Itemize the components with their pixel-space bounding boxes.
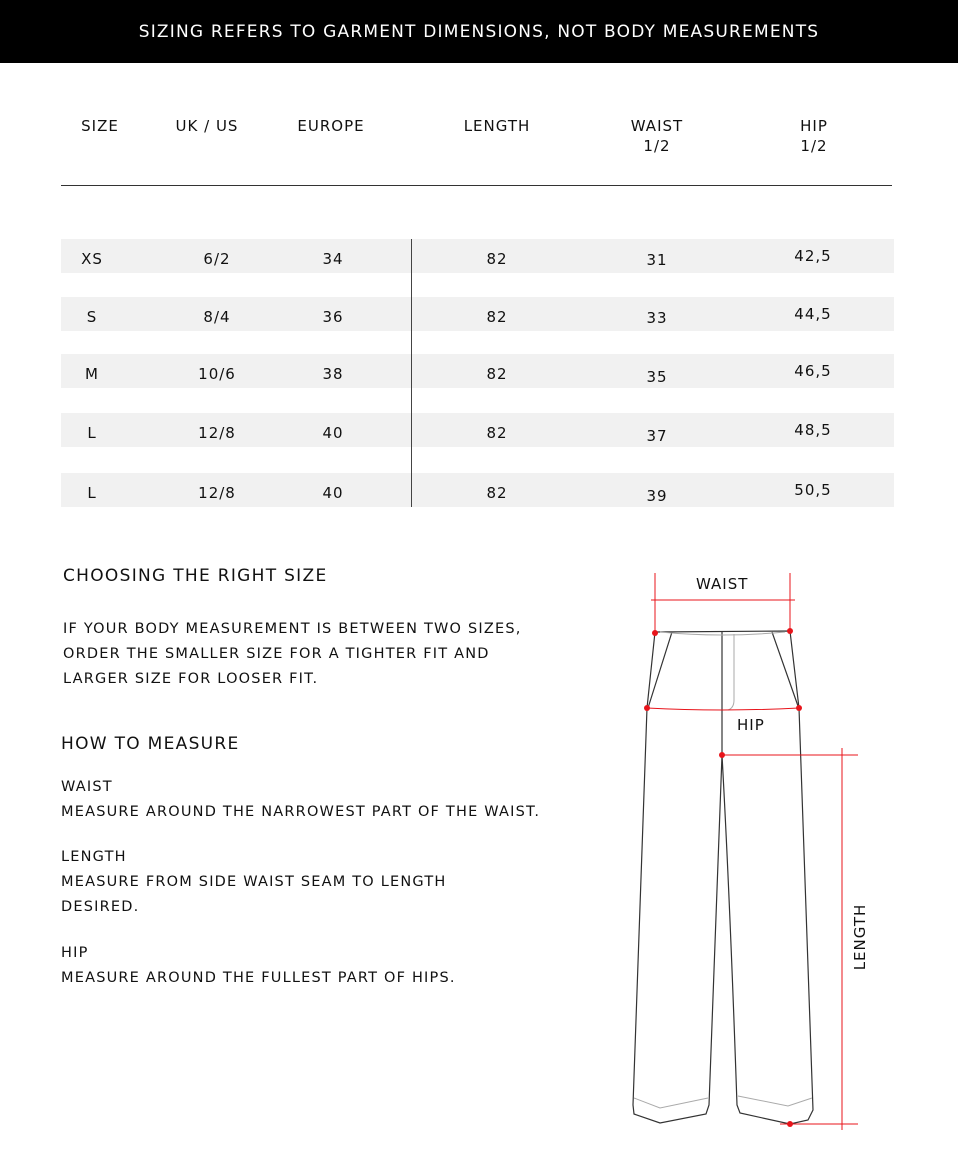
measure-points bbox=[644, 628, 802, 1127]
waist-text: MEASURE AROUND THE NARROWEST PART OF THE… bbox=[61, 804, 541, 820]
hip-instruction: HIP MEASURE AROUND THE FULLEST PART OF H… bbox=[61, 941, 456, 991]
table-cell: 12/8 bbox=[198, 424, 236, 442]
column-divider bbox=[411, 239, 412, 507]
table-cell: 37 bbox=[646, 427, 668, 445]
choosing-line: IF YOUR BODY MEASUREMENT IS BETWEEN TWO … bbox=[63, 621, 522, 637]
measure-lines bbox=[646, 573, 858, 1130]
column-header: EUROPE bbox=[297, 117, 365, 135]
table-cell: 82 bbox=[486, 484, 508, 502]
table-cell: 50,5 bbox=[794, 481, 832, 499]
banner: SIZING REFERS TO GARMENT DIMENSIONS, NOT… bbox=[0, 0, 958, 63]
table-cell: XS bbox=[81, 250, 103, 268]
table-cell: 6/2 bbox=[203, 250, 231, 268]
table-row bbox=[61, 354, 894, 388]
table-row bbox=[61, 473, 894, 507]
table-row bbox=[61, 297, 894, 331]
column-header: HIP 1/2 bbox=[800, 117, 828, 155]
table-cell: 40 bbox=[322, 424, 344, 442]
table-cell: 36 bbox=[322, 308, 344, 326]
column-header: UK / US bbox=[175, 117, 239, 135]
table-cell: 82 bbox=[486, 250, 508, 268]
choosing-line: ORDER THE SMALLER SIZE FOR A TIGHTER FIT… bbox=[63, 646, 490, 662]
pants-outline bbox=[632, 630, 814, 1125]
table-cell: 82 bbox=[486, 424, 508, 442]
how-title: HOW TO MEASURE bbox=[61, 734, 240, 754]
table-cell: 34 bbox=[322, 250, 344, 268]
hip-label: HIP bbox=[61, 945, 89, 961]
table-cell: 44,5 bbox=[794, 305, 832, 323]
table-cell: 31 bbox=[646, 251, 668, 269]
table-cell: S bbox=[86, 308, 98, 326]
choosing-text: IF YOUR BODY MEASUREMENT IS BETWEEN TWO … bbox=[63, 617, 522, 692]
table-cell: 8/4 bbox=[203, 308, 231, 326]
column-header: LENGTH bbox=[463, 117, 531, 135]
table-cell: 48,5 bbox=[794, 421, 832, 439]
choosing-title: CHOOSING THE RIGHT SIZE bbox=[63, 566, 328, 586]
table-row bbox=[61, 239, 894, 273]
table-cell: L bbox=[87, 484, 97, 502]
table-cell: L bbox=[87, 424, 97, 442]
waist-diagram-label: WAIST bbox=[696, 575, 749, 593]
length-text: MEASURE FROM SIDE WAIST SEAM TO LENGTH bbox=[61, 874, 447, 890]
length-text: DESIRED. bbox=[61, 899, 140, 915]
column-header: SIZE bbox=[81, 117, 119, 135]
length-label: LENGTH bbox=[61, 849, 127, 865]
hip-text: MEASURE AROUND THE FULLEST PART OF HIPS. bbox=[61, 970, 456, 986]
table-cell: 40 bbox=[322, 484, 344, 502]
table-cell: 39 bbox=[646, 487, 668, 505]
column-header: WAIST 1/2 bbox=[630, 117, 684, 155]
length-diagram-label: LENGTH bbox=[851, 903, 869, 971]
table-cell: 82 bbox=[486, 365, 508, 383]
table-cell: M bbox=[85, 365, 99, 383]
table-cell: 12/8 bbox=[198, 484, 236, 502]
table-cell: 82 bbox=[486, 308, 508, 326]
table-cell: 38 bbox=[322, 365, 344, 383]
waist-instruction: WAIST MEASURE AROUND THE NARROWEST PART … bbox=[61, 775, 540, 825]
choosing-line: LARGER SIZE FOR LOOSER FIT. bbox=[63, 671, 319, 687]
table-cell: 33 bbox=[646, 309, 668, 327]
waist-label: WAIST bbox=[61, 779, 113, 795]
table-row bbox=[61, 413, 894, 447]
table-cell: 46,5 bbox=[794, 362, 832, 380]
table-cell: 35 bbox=[646, 368, 668, 386]
table-cell: 10/6 bbox=[198, 365, 236, 383]
hip-diagram-label: HIP bbox=[737, 716, 765, 734]
table-cell: 42,5 bbox=[794, 247, 832, 265]
header-divider bbox=[61, 185, 892, 186]
length-instruction: LENGTH MEASURE FROM SIDE WAIST SEAM TO L… bbox=[61, 845, 446, 920]
